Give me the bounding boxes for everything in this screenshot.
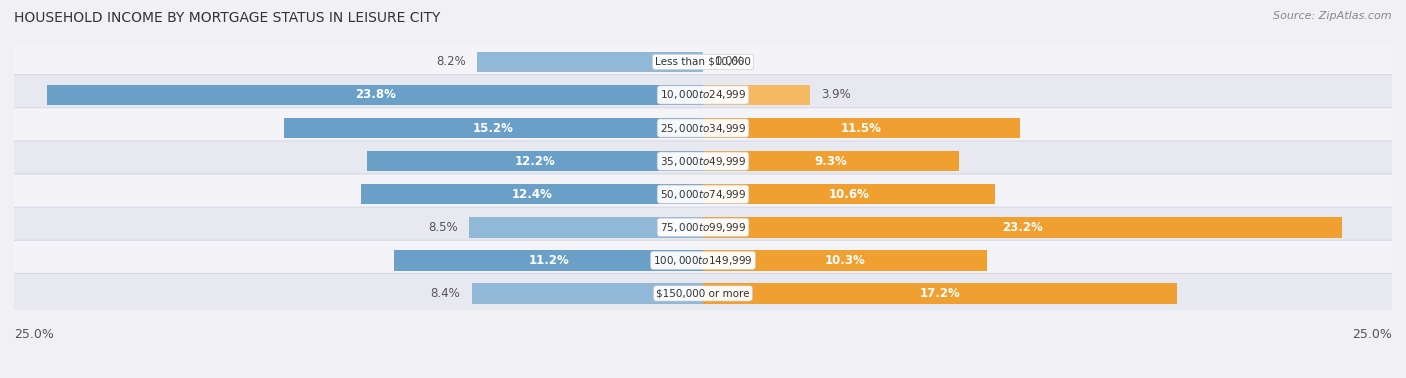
Text: 8.4%: 8.4% [430,287,461,300]
Bar [703,85,810,105]
Text: Source: ZipAtlas.com: Source: ZipAtlas.com [1274,11,1392,21]
Text: $50,000 to $74,999: $50,000 to $74,999 [659,188,747,201]
FancyBboxPatch shape [10,108,1396,148]
Text: 10.3%: 10.3% [824,254,865,267]
Text: 11.2%: 11.2% [529,254,569,267]
Bar [477,52,703,72]
Bar [703,283,1177,304]
Bar [367,151,703,171]
Text: $35,000 to $49,999: $35,000 to $49,999 [659,155,747,167]
Text: $25,000 to $34,999: $25,000 to $34,999 [659,122,747,135]
Text: 23.2%: 23.2% [1002,221,1043,234]
Bar [703,184,995,204]
Text: $100,000 to $149,999: $100,000 to $149,999 [654,254,752,267]
FancyBboxPatch shape [10,75,1396,115]
FancyBboxPatch shape [10,273,1396,314]
Text: 0.0%: 0.0% [714,56,744,68]
Bar [703,217,1343,237]
Text: HOUSEHOLD INCOME BY MORTGAGE STATUS IN LEISURE CITY: HOUSEHOLD INCOME BY MORTGAGE STATUS IN L… [14,11,440,25]
Text: 12.2%: 12.2% [515,155,555,167]
Text: $150,000 or more: $150,000 or more [657,288,749,298]
Text: 25.0%: 25.0% [14,328,53,341]
Bar [703,118,1019,138]
Bar [703,250,987,271]
Bar [703,151,959,171]
Text: 12.4%: 12.4% [512,188,553,201]
FancyBboxPatch shape [10,42,1396,82]
Bar [361,184,703,204]
Text: 23.8%: 23.8% [354,88,395,101]
Text: 9.3%: 9.3% [814,155,848,167]
Text: 17.2%: 17.2% [920,287,960,300]
Bar [284,118,703,138]
Text: $10,000 to $24,999: $10,000 to $24,999 [659,88,747,101]
Bar [471,283,703,304]
Text: 3.9%: 3.9% [821,88,851,101]
Text: Less than $10,000: Less than $10,000 [655,57,751,67]
Text: 15.2%: 15.2% [474,122,515,135]
FancyBboxPatch shape [10,174,1396,214]
Text: 11.5%: 11.5% [841,122,882,135]
Text: 8.5%: 8.5% [427,221,458,234]
Bar [394,250,703,271]
FancyBboxPatch shape [10,240,1396,280]
Text: $75,000 to $99,999: $75,000 to $99,999 [659,221,747,234]
Text: 25.0%: 25.0% [1353,328,1392,341]
Bar [48,85,703,105]
Text: 8.2%: 8.2% [436,56,465,68]
Bar [468,217,703,237]
FancyBboxPatch shape [10,141,1396,181]
Text: 10.6%: 10.6% [828,188,869,201]
FancyBboxPatch shape [10,207,1396,248]
